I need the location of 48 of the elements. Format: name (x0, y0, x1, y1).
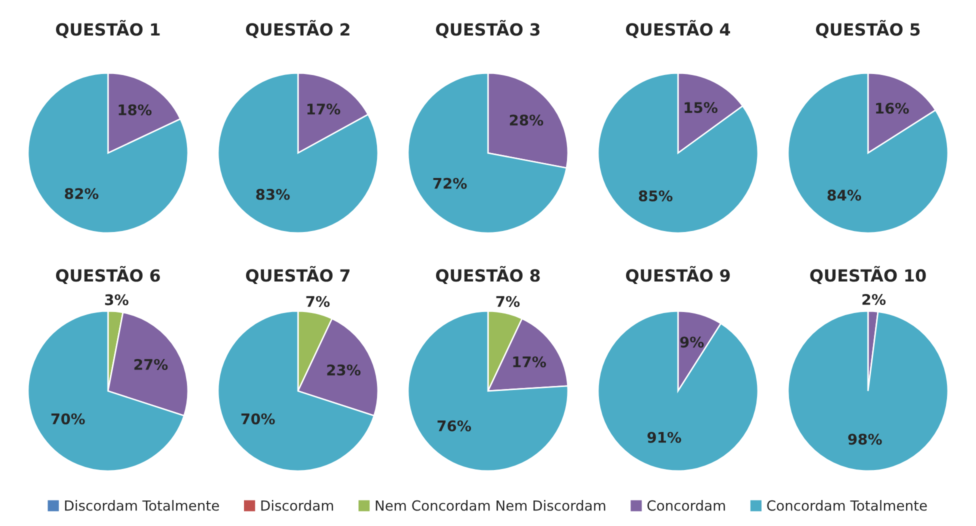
data-label: 15% (684, 102, 718, 114)
pie-slice (597, 72, 759, 234)
chart-title: QUESTÃO 7 (246, 266, 350, 284)
pie-slice (27, 72, 189, 234)
legend-label: Concordam (647, 500, 725, 511)
data-label: 84% (828, 190, 862, 201)
chart-title: QUESTÃO 6 (56, 266, 160, 284)
data-label: 83% (256, 188, 290, 200)
data-label: 28% (510, 114, 544, 126)
data-label: 85% (638, 190, 672, 202)
legend-label: Discordam Totalmente (65, 500, 219, 511)
pie-slice (27, 310, 185, 472)
data-label: 17% (513, 356, 546, 368)
pie-slice (407, 310, 569, 472)
chart-title: QUESTÃO 4 (626, 20, 730, 38)
chart-title: QUESTÃO 2 (246, 20, 350, 38)
pie-slice (407, 72, 568, 234)
data-label: 7% (496, 296, 520, 308)
data-label: 91% (647, 432, 682, 443)
data-label: 23% (327, 364, 361, 376)
chart-title: QUESTÃO 10 (810, 266, 926, 284)
data-label: 3% (105, 294, 128, 306)
pie-slice (787, 72, 949, 234)
chart-title: QUESTÃO 3 (436, 20, 540, 38)
data-label: 9% (680, 336, 704, 348)
chart-title: QUESTÃO 9 (626, 266, 730, 284)
data-label: 70% (241, 413, 275, 424)
data-label: 76% (438, 420, 472, 432)
data-label: 2% (862, 294, 886, 306)
chart-title: QUESTÃO 8 (436, 266, 540, 284)
data-label: 16% (876, 102, 909, 114)
data-label: 17% (307, 104, 340, 115)
pie-slice (217, 310, 375, 472)
data-label: 18% (118, 104, 152, 116)
pie-slice (597, 310, 759, 472)
data-label: 98% (848, 434, 882, 445)
pie-slice (217, 72, 379, 234)
pie-slice (787, 310, 949, 472)
legend-label: Nem Concordam Nem Discordam (376, 500, 606, 511)
legend-label: Discordam (261, 500, 334, 511)
chart-title: QUESTÃO 5 (816, 20, 920, 38)
data-label: 70% (51, 413, 85, 424)
data-label: 72% (433, 178, 467, 189)
chart-title: QUESTÃO 1 (56, 20, 160, 38)
data-label: 82% (64, 188, 98, 200)
legend-label: Concordam Totalmente (767, 500, 927, 511)
data-label: 27% (134, 358, 168, 370)
data-label: 7% (306, 296, 330, 308)
